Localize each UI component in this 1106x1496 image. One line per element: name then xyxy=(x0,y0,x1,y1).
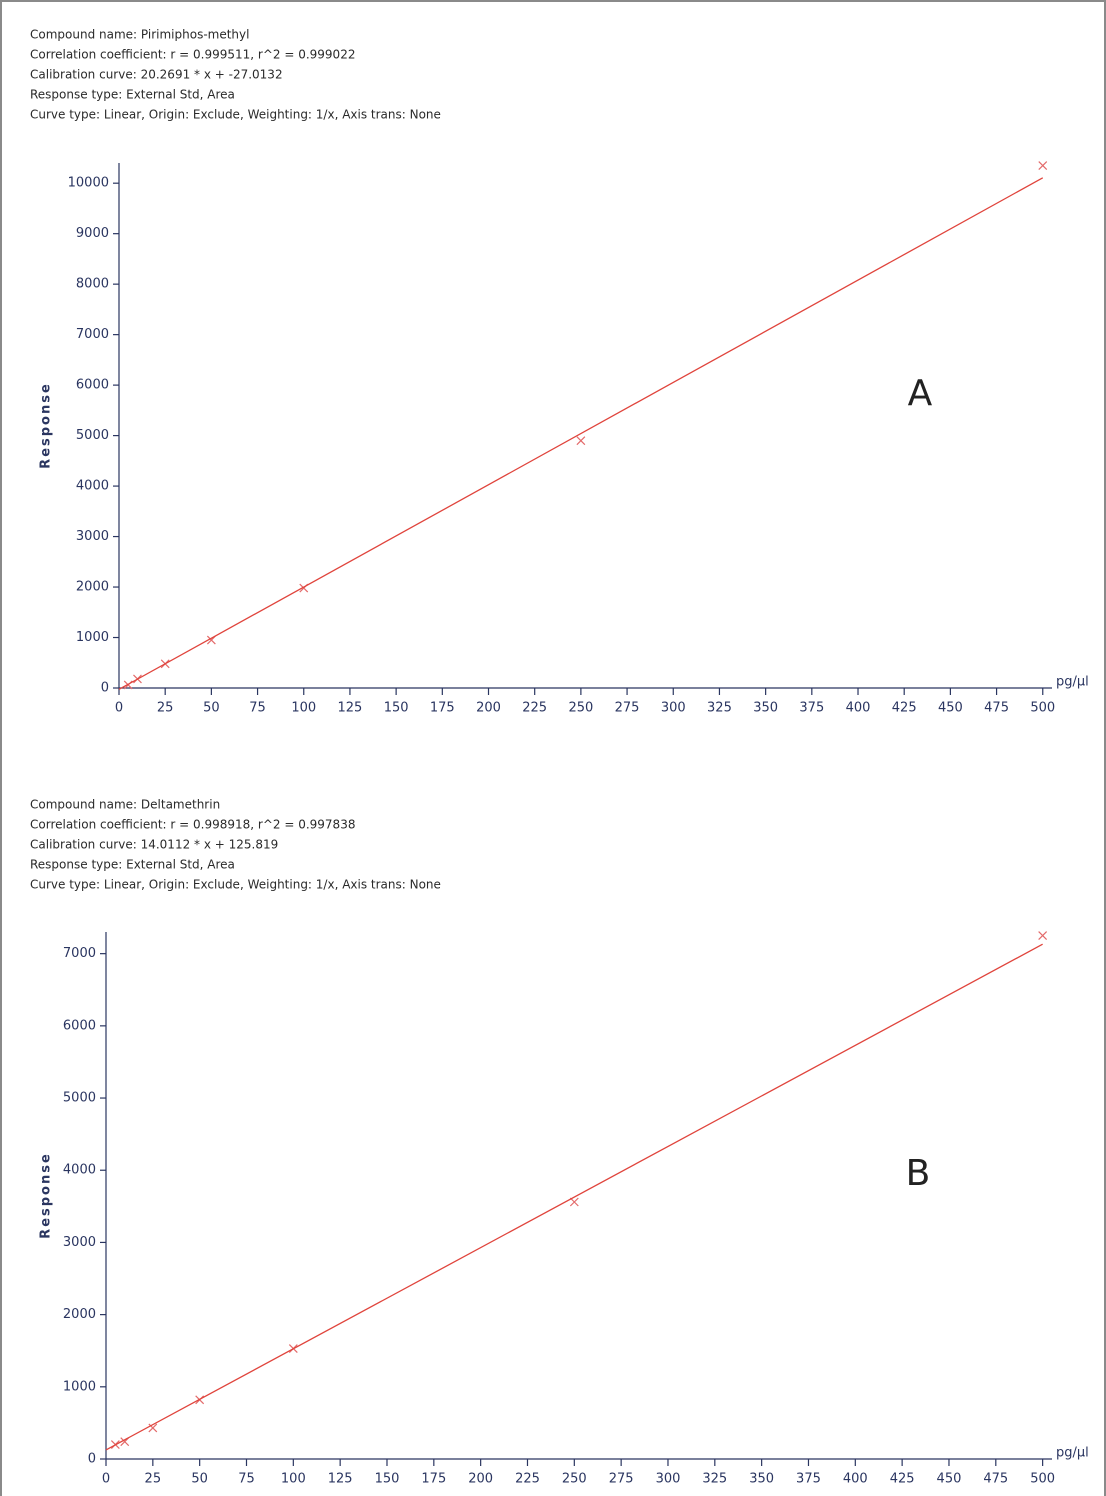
x-tick-label: 100 xyxy=(291,701,316,716)
y-tick-label: 3000 xyxy=(63,1235,96,1250)
info-line: Compound name: Deltamethrin xyxy=(30,798,220,812)
y-tick-label: 3000 xyxy=(76,529,109,544)
data-point xyxy=(1038,161,1048,170)
x-tick-label: 200 xyxy=(476,701,501,716)
y-tick-label: 10000 xyxy=(68,176,109,191)
y-tick-label: 4000 xyxy=(63,1163,96,1178)
y-tick-label: 8000 xyxy=(76,277,109,292)
x-tick-label: 325 xyxy=(707,701,732,716)
x-unit: pg/µl xyxy=(1056,1446,1089,1461)
data-point xyxy=(576,436,586,446)
y-axis-label: Response xyxy=(39,1152,54,1239)
y-tick-label: 9000 xyxy=(76,226,109,241)
x-tick-label: 400 xyxy=(846,701,871,716)
x-tick-label: 125 xyxy=(328,1472,353,1487)
fit-line xyxy=(118,177,1044,690)
y-tick-label: 5000 xyxy=(76,428,109,443)
x-tick-label: 175 xyxy=(430,701,455,716)
y-tick-label: 0 xyxy=(88,1452,96,1467)
x-tick-label: 200 xyxy=(468,1472,493,1487)
x-tick-label: 500 xyxy=(1030,1472,1055,1487)
x-tick-label: 50 xyxy=(191,1472,208,1487)
x-tick-label: 475 xyxy=(983,1472,1008,1487)
x-tick-label: 500 xyxy=(1030,701,1055,716)
x-tick-label: 425 xyxy=(890,1472,915,1487)
x-tick-label: 150 xyxy=(375,1472,400,1487)
x-tick-label: 300 xyxy=(661,701,686,716)
x-tick-label: 25 xyxy=(145,1472,162,1487)
x-tick-label: 425 xyxy=(892,701,917,716)
x-tick-label: 50 xyxy=(203,701,220,716)
info-line: Response type: External Std, Area xyxy=(30,88,235,102)
y-tick-label: 6000 xyxy=(63,1018,96,1033)
y-tick-label: 1000 xyxy=(76,630,109,645)
x-tick-label: 250 xyxy=(568,701,593,716)
info-line: Compound name: Pirimiphos-methyl xyxy=(30,28,249,42)
x-tick-label: 325 xyxy=(702,1472,727,1487)
x-tick-label: 375 xyxy=(799,701,824,716)
x-tick-label: 350 xyxy=(753,701,778,716)
x-tick-label: 100 xyxy=(281,1472,306,1487)
y-tick-label: 0 xyxy=(101,681,109,696)
x-tick-label: 125 xyxy=(338,701,363,716)
info-line: Response type: External Std, Area xyxy=(30,858,235,872)
info-line: Correlation coefficient: r = 0.998918, r… xyxy=(30,818,355,832)
y-tick-label: 5000 xyxy=(63,1091,96,1106)
info-line: Curve type: Linear, Origin: Exclude, Wei… xyxy=(30,108,441,122)
x-tick-label: 275 xyxy=(615,701,640,716)
panel-label: A xyxy=(908,373,933,414)
x-tick-label: 25 xyxy=(157,701,174,716)
info-line: Calibration curve: 20.2691 * x + -27.013… xyxy=(30,68,283,82)
x-tick-label: 350 xyxy=(749,1472,774,1487)
x-tick-label: 225 xyxy=(522,701,547,716)
x-tick-label: 75 xyxy=(238,1472,255,1487)
y-tick-label: 6000 xyxy=(76,378,109,393)
fit-line xyxy=(105,943,1043,1451)
x-tick-label: 450 xyxy=(938,701,963,716)
x-tick-label: 225 xyxy=(515,1472,540,1487)
x-tick-label: 75 xyxy=(249,701,266,716)
info-line: Curve type: Linear, Origin: Exclude, Wei… xyxy=(30,878,441,892)
y-tick-label: 2000 xyxy=(63,1307,96,1322)
x-tick-label: 475 xyxy=(984,701,1009,716)
panel-label: B xyxy=(906,1153,931,1194)
x-tick-label: 275 xyxy=(609,1472,634,1487)
data-point xyxy=(569,1197,579,1207)
x-tick-label: 175 xyxy=(421,1472,446,1487)
x-tick-label: 250 xyxy=(562,1472,587,1487)
y-tick-label: 2000 xyxy=(76,580,109,595)
x-tick-label: 375 xyxy=(796,1472,821,1487)
info-line: Correlation coefficient: r = 0.999511, r… xyxy=(30,48,355,62)
y-tick-label: 7000 xyxy=(63,946,96,961)
y-tick-label: 1000 xyxy=(63,1379,96,1394)
data-point xyxy=(1038,931,1048,941)
x-tick-label: 450 xyxy=(937,1472,962,1487)
x-tick-label: 150 xyxy=(384,701,409,716)
y-tick-label: 7000 xyxy=(76,327,109,342)
x-unit: pg/µl xyxy=(1056,675,1089,690)
x-tick-label: 300 xyxy=(656,1472,681,1487)
x-tick-label: 0 xyxy=(115,701,123,716)
x-tick-label: 400 xyxy=(843,1472,868,1487)
info-line: Calibration curve: 14.0112 * x + 125.819 xyxy=(30,838,278,852)
y-tick-label: 4000 xyxy=(76,479,109,494)
y-axis-label: Response xyxy=(39,382,54,469)
data-point xyxy=(148,1423,158,1433)
x-tick-label: 0 xyxy=(102,1472,110,1487)
